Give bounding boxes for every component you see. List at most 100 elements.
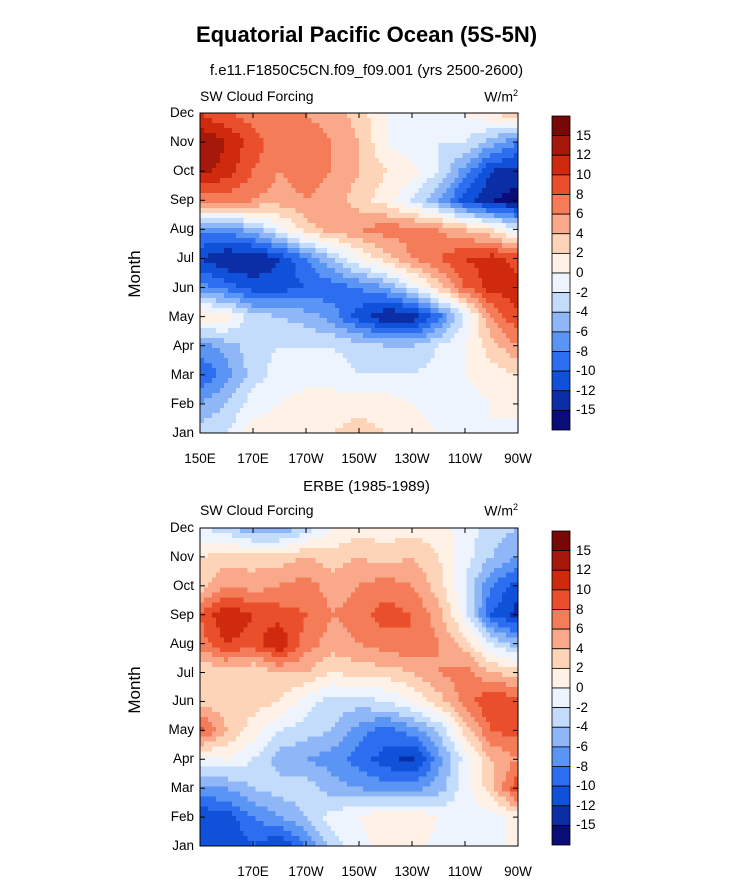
heatmap-cell [394,348,400,354]
heatmap-cell [331,348,336,354]
heatmap-cell [478,398,483,404]
heatmap-cell [398,408,404,414]
heatmap-cell [307,413,312,419]
heatmap-cell [434,288,440,294]
heatmap-cell [343,163,348,169]
heatmap-cell [247,188,253,194]
heatmap-cell [498,288,503,294]
heatmap-cell [203,158,209,164]
heatmap-cell [398,393,404,399]
heatmap-cell [494,408,499,414]
heatmap-cell [490,278,495,284]
heatmap-cell [370,273,376,279]
heatmap-cell [335,248,340,254]
heatmap-cell [466,418,471,424]
heatmap-cell [398,178,404,184]
heatmap-cell [291,333,296,339]
heatmap-cell [271,378,277,384]
heatmap-cell [223,298,229,304]
heatmap-cell [271,363,277,369]
heatmap-cell [215,298,221,304]
heatmap-cell [446,168,452,174]
heatmap-cell [295,248,300,254]
heatmap-cell [263,283,269,289]
heatmap-cell [287,178,293,184]
heatmap-cell [343,378,348,384]
heatmap-cell [442,233,448,239]
heatmap-cell [311,318,316,324]
heatmap-cell [514,248,519,254]
heatmap-cell [331,413,336,419]
heatmap-cell [295,228,300,234]
heatmap-cell [442,343,448,349]
heatmap-cell [299,258,304,264]
heatmap-cell [426,363,432,369]
heatmap-cell [311,113,316,119]
heatmap-cell [438,243,444,249]
heatmap-cell [315,288,320,294]
heatmap-cell [295,318,300,324]
heatmap-cell [275,378,281,384]
heatmap-cell [494,328,499,334]
heatmap-cell [259,408,265,414]
heatmap-cell [406,293,412,299]
heatmap-cell [311,193,316,199]
heatmap-cell [386,303,392,309]
heatmap-cell [351,118,356,124]
heatmap-cell [418,288,424,294]
heatmap-cell [215,188,221,194]
heatmap-cell [299,138,304,144]
heatmap-cell [227,293,233,299]
heatmap-cell [454,178,459,184]
heatmap-cell [343,303,348,309]
heatmap-cell [355,213,360,219]
heatmap-cell [390,363,396,369]
heatmap-cell [243,293,249,299]
heatmap-cell [307,238,312,244]
heatmap-cell [450,313,456,319]
heatmap-cell [458,128,463,134]
heatmap-cell [315,203,320,209]
heatmap-cell [514,368,519,374]
heatmap-cell [498,153,503,159]
heatmap-cell [200,383,205,389]
heatmap-cell [211,118,217,124]
heatmap-cell [231,398,237,404]
heatmap-cell [438,238,444,244]
heatmap-cell [514,163,519,169]
heatmap-cell [255,183,261,189]
heatmap-cell [259,248,265,254]
heatmap-cell [414,188,420,194]
heatmap-cell [362,388,368,394]
heatmap-cell [223,218,229,224]
heatmap-cell [366,283,372,289]
heatmap-cell [422,138,428,144]
heatmap-cell [438,258,444,264]
heatmap-cell [335,363,340,369]
heatmap-cell [227,238,233,244]
heatmap-cell [271,228,277,234]
heatmap-cell [207,178,213,184]
heatmap-cell [211,208,217,214]
heatmap-cell [474,358,479,364]
heatmap-cell [275,303,281,309]
heatmap-cell [370,343,376,349]
heatmap-cell [402,353,408,359]
heatmap-cell [235,353,241,359]
heatmap-cell [223,348,229,354]
heatmap-cell [418,243,424,249]
heatmap-cell [207,173,213,179]
heatmap-cell [215,303,221,309]
heatmap-cell [382,243,388,249]
heatmap-cell [458,278,463,284]
heatmap-cell [275,173,281,179]
heatmap-cell [458,143,463,149]
heatmap-cell [502,263,507,269]
heatmap-cell [414,383,420,389]
heatmap-cell [311,123,316,129]
heatmap-cell [406,173,412,179]
heatmap-cell [279,398,285,404]
heatmap-cell [203,138,209,144]
heatmap-cell [319,158,324,164]
heatmap-cell [287,293,293,299]
